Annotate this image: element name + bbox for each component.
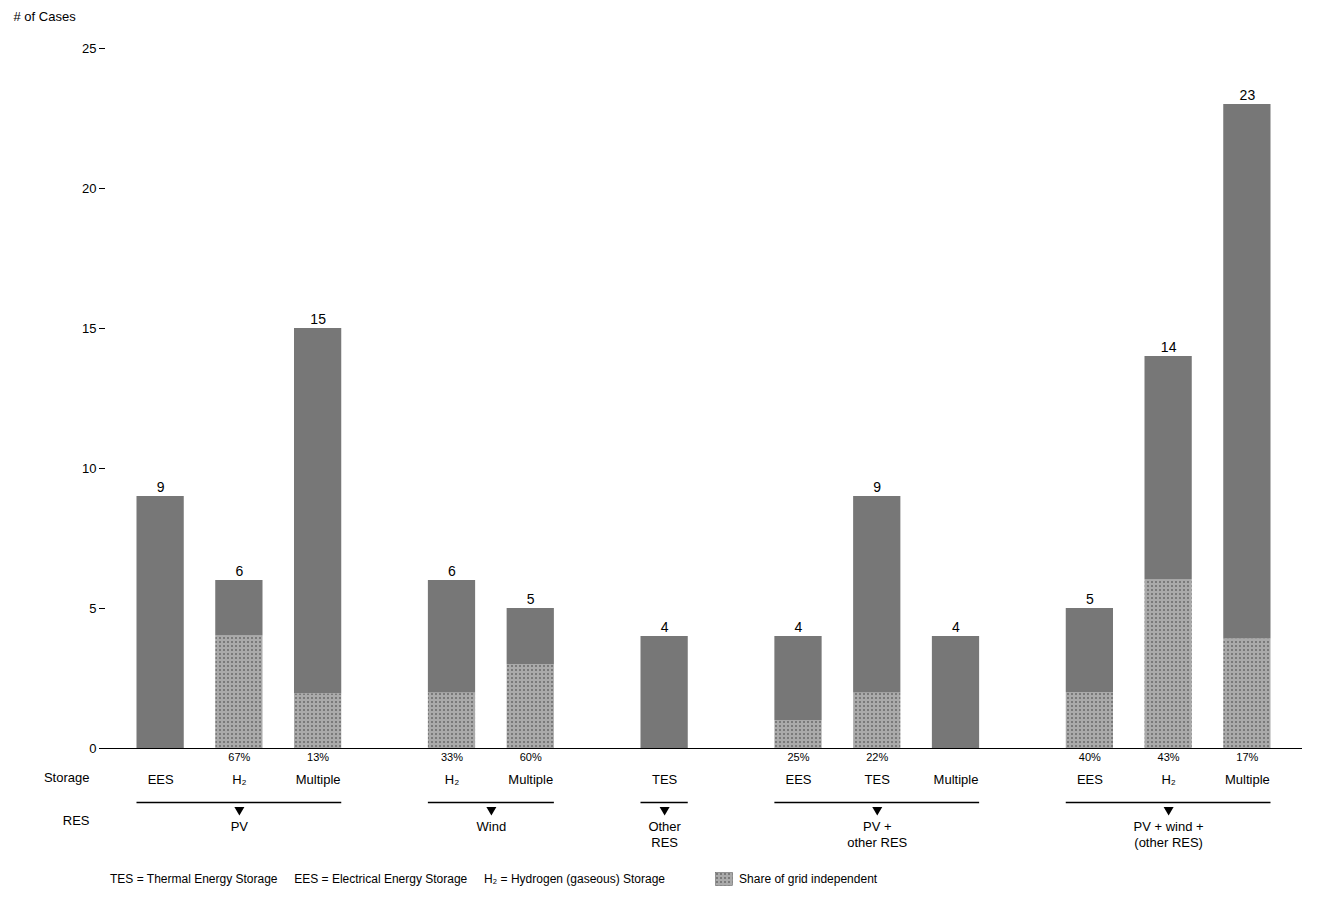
svg-text:H₂: H₂ xyxy=(1161,772,1175,787)
svg-text:Multiple: Multiple xyxy=(1225,772,1270,787)
svg-text:PV: PV xyxy=(231,818,249,833)
html-text:TES = Thermal Energy Storage E: TES = Thermal Energy Storage EES = Elect… xyxy=(110,872,665,886)
svg-text:EES: EES xyxy=(148,772,174,787)
svg-text:H₂: H₂ xyxy=(445,772,459,787)
svg-text:9: 9 xyxy=(157,479,165,495)
svg-text:EES: EES xyxy=(1077,772,1103,787)
svg-text:Multiple: Multiple xyxy=(934,772,979,787)
svg-text:22%: 22% xyxy=(866,751,888,763)
svg-text:20: 20 xyxy=(82,181,96,196)
svg-text:0: 0 xyxy=(89,741,96,756)
svg-text:60%: 60% xyxy=(520,751,542,763)
svg-text:PV +other RES: PV +other RES xyxy=(847,818,907,850)
svg-text:33%: 33% xyxy=(441,751,463,763)
svg-text:4: 4 xyxy=(952,619,960,635)
svg-text:# of Cases: # of Cases xyxy=(14,9,77,24)
svg-text:RES: RES xyxy=(63,813,90,828)
svg-text:Multiple: Multiple xyxy=(296,772,341,787)
svg-text:67%: 67% xyxy=(228,751,250,763)
svg-text:10: 10 xyxy=(82,461,96,476)
svg-text:13%: 13% xyxy=(307,751,329,763)
svg-text:40%: 40% xyxy=(1079,751,1101,763)
svg-text:17%: 17% xyxy=(1236,751,1258,763)
svg-text:Wind: Wind xyxy=(477,818,507,833)
svg-text:25%: 25% xyxy=(787,751,809,763)
svg-text:4: 4 xyxy=(795,619,803,635)
svg-text:4: 4 xyxy=(661,619,669,635)
svg-text:5: 5 xyxy=(89,601,96,616)
svg-text:PV + wind +(other RES): PV + wind +(other RES) xyxy=(1134,818,1204,850)
svg-text:5: 5 xyxy=(1086,591,1094,607)
svg-text:6: 6 xyxy=(448,563,456,579)
svg-text:43%: 43% xyxy=(1158,751,1180,763)
svg-text:H₂: H₂ xyxy=(232,772,246,787)
svg-text:15: 15 xyxy=(82,321,96,336)
svg-text:25: 25 xyxy=(82,41,96,56)
svg-text:EES: EES xyxy=(785,772,811,787)
svg-text:14: 14 xyxy=(1161,339,1177,355)
svg-text:TES: TES xyxy=(865,772,891,787)
svg-text:OtherRES: OtherRES xyxy=(648,818,681,850)
svg-text:15: 15 xyxy=(310,311,326,327)
svg-text:5: 5 xyxy=(527,591,535,607)
svg-text:Storage: Storage xyxy=(44,770,90,785)
svg-text:23: 23 xyxy=(1240,87,1256,103)
svg-text:Multiple: Multiple xyxy=(508,772,553,787)
svg-text:9: 9 xyxy=(873,479,881,495)
html-text:Share of grid independent: Share of grid independent xyxy=(739,872,878,886)
svg-text:TES: TES xyxy=(652,772,678,787)
svg-text:6: 6 xyxy=(235,563,243,579)
